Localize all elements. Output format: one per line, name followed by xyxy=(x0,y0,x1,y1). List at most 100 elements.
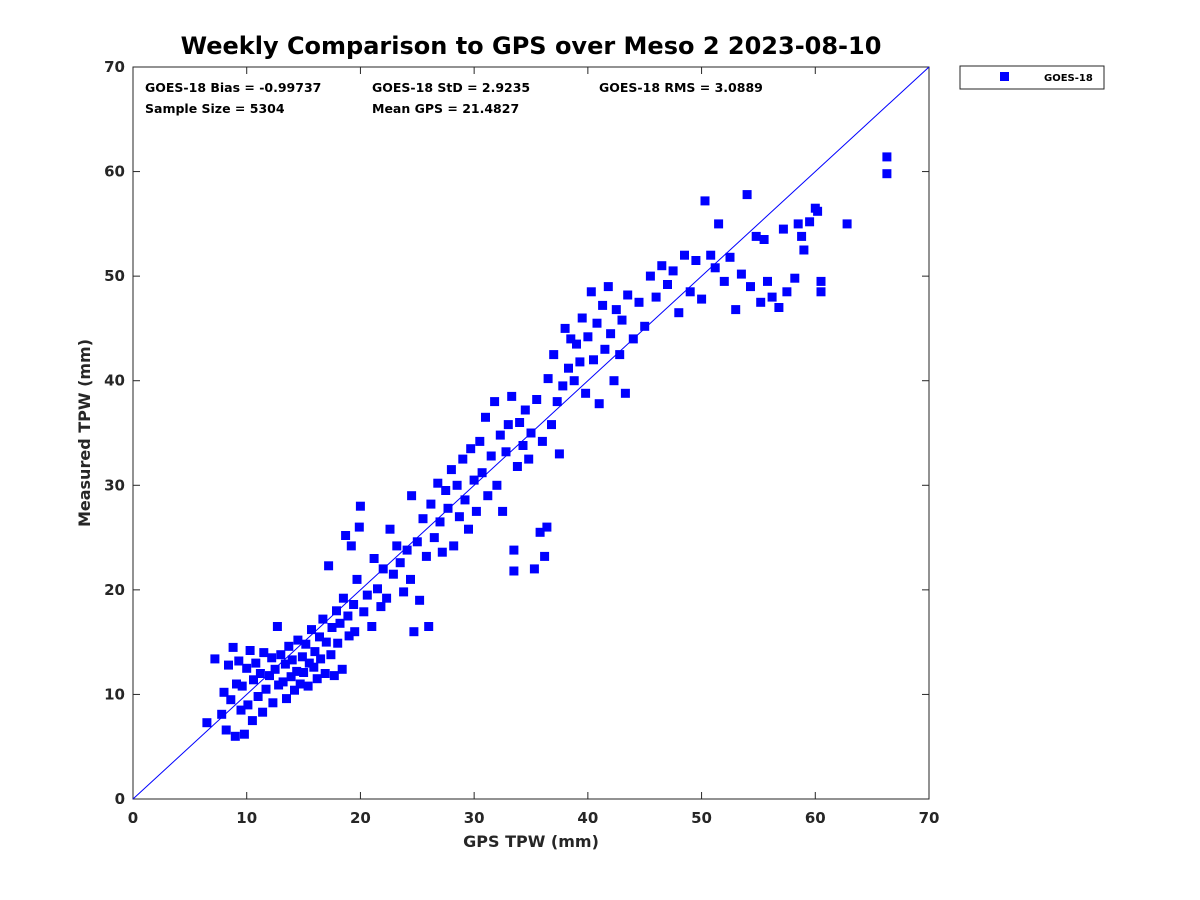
y-tick-label: 0 xyxy=(115,790,125,808)
data-point xyxy=(320,669,330,678)
data-point xyxy=(437,547,447,557)
data-point xyxy=(600,344,610,354)
data-point xyxy=(736,269,746,279)
data-point xyxy=(566,334,576,344)
data-point xyxy=(529,564,539,574)
data-point xyxy=(759,235,769,244)
data-point xyxy=(535,527,545,537)
data-point xyxy=(475,436,485,446)
data-point xyxy=(316,654,326,664)
data-point xyxy=(592,318,602,328)
data-point xyxy=(310,647,320,657)
data-point xyxy=(202,718,212,728)
data-point xyxy=(349,600,359,609)
data-point xyxy=(272,622,282,631)
data-point xyxy=(651,292,661,302)
data-point xyxy=(253,692,263,701)
data-point xyxy=(412,537,422,547)
data-point xyxy=(355,501,365,511)
data-point xyxy=(329,671,339,681)
data-point xyxy=(388,569,398,579)
data-point xyxy=(731,305,741,315)
data-point xyxy=(560,323,570,333)
data-point xyxy=(433,478,443,488)
data-point xyxy=(346,541,356,551)
data-point xyxy=(598,300,608,310)
data-point xyxy=(301,639,311,649)
data-point xyxy=(343,611,353,621)
data-point xyxy=(460,495,470,505)
data-point xyxy=(446,465,456,475)
data-point xyxy=(249,675,258,685)
stat-bias: GOES-18 Bias = -0.99737 xyxy=(145,80,321,95)
data-point xyxy=(267,653,277,663)
data-point xyxy=(327,623,337,632)
data-point xyxy=(268,698,278,708)
data-point xyxy=(581,388,591,398)
stat-std: GOES-18 StD = 2.9235 xyxy=(372,80,530,95)
x-tick-label: 10 xyxy=(236,809,257,827)
data-point xyxy=(258,707,268,717)
data-point xyxy=(797,231,807,241)
data-point xyxy=(293,635,303,645)
data-point xyxy=(492,480,502,490)
data-point xyxy=(454,512,464,522)
data-point xyxy=(341,531,351,540)
data-point xyxy=(415,595,425,605)
data-point xyxy=(429,533,439,543)
x-tick-label: 40 xyxy=(577,809,598,827)
data-point xyxy=(558,381,568,391)
data-point xyxy=(435,517,445,527)
data-point xyxy=(290,685,299,695)
data-point xyxy=(816,276,826,286)
y-tick-label: 30 xyxy=(104,476,125,494)
data-point xyxy=(230,731,240,741)
data-point xyxy=(359,607,369,617)
data-point xyxy=(742,190,752,200)
data-point xyxy=(628,334,638,344)
data-point xyxy=(710,263,720,273)
data-point xyxy=(418,514,428,524)
data-point xyxy=(552,397,562,407)
data-point xyxy=(443,503,453,513)
data-point xyxy=(725,252,735,262)
data-point xyxy=(224,660,233,670)
chart-title: Weekly Comparison to GPS over Meso 2 202… xyxy=(181,32,882,60)
data-point xyxy=(466,444,476,454)
data-point xyxy=(245,646,255,655)
data-point xyxy=(532,395,542,404)
data-point xyxy=(421,551,431,561)
data-point xyxy=(816,287,826,297)
data-point xyxy=(234,656,244,666)
x-tick-label: 50 xyxy=(691,809,712,827)
data-point xyxy=(312,674,322,684)
data-point xyxy=(228,642,238,652)
x-axis-label: GPS TPW (mm) xyxy=(463,832,599,851)
data-point xyxy=(407,491,417,501)
data-point xyxy=(303,681,313,691)
data-point xyxy=(242,663,252,673)
axis-ticks xyxy=(132,66,930,800)
data-point xyxy=(767,292,777,302)
data-point xyxy=(367,622,377,631)
data-point xyxy=(221,725,231,735)
data-point xyxy=(526,428,536,438)
data-point xyxy=(774,303,784,312)
data-point xyxy=(663,280,672,289)
data-point xyxy=(376,602,386,612)
legend-box xyxy=(959,65,1105,90)
data-point xyxy=(333,638,343,648)
data-point xyxy=(645,271,655,281)
data-point xyxy=(449,541,459,551)
data-point xyxy=(292,666,302,676)
data-point xyxy=(270,664,280,674)
data-point xyxy=(255,669,265,678)
data-point xyxy=(324,561,334,571)
y-tick-label: 50 xyxy=(104,267,125,285)
data-point xyxy=(276,650,286,660)
data-point xyxy=(842,219,852,229)
x-tick-label: 60 xyxy=(805,809,826,827)
data-point xyxy=(321,637,331,647)
data-point xyxy=(243,700,253,710)
